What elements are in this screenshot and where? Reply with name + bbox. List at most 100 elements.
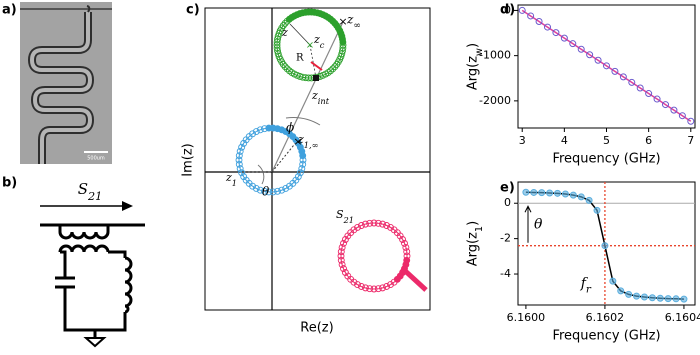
signal-label: S21 <box>78 180 103 203</box>
annotation: R <box>296 53 304 64</box>
ring-marker <box>354 223 361 231</box>
data-point <box>617 287 625 295</box>
data-point <box>672 295 680 303</box>
ring-marker <box>261 187 268 195</box>
data-point <box>601 242 609 250</box>
ring-marker <box>296 169 304 177</box>
y-axis-label: Arg(z1) <box>466 221 485 266</box>
ring-marker <box>238 143 246 151</box>
annotation: z1 <box>225 171 237 188</box>
data-point <box>619 73 627 81</box>
ring-marker <box>235 156 243 164</box>
annotation: z∞ <box>346 13 361 31</box>
chart: d) 3 4 5 6 7 0 -1000 -2000 Frequency (GHz) Arg(zw) <box>466 3 696 167</box>
data-point <box>561 190 569 198</box>
data-point <box>662 101 669 109</box>
ring-marker <box>396 232 404 240</box>
ring-marker <box>299 160 307 168</box>
data-point <box>538 189 546 197</box>
circuit <box>40 201 145 348</box>
ring-marker <box>362 284 369 292</box>
ring-marker <box>337 252 345 260</box>
ring-marker <box>331 63 339 71</box>
ring-marker <box>366 219 374 227</box>
ring-marker <box>387 223 394 231</box>
ring-marker <box>339 38 347 46</box>
ring-marker <box>366 285 374 293</box>
ring-marker <box>354 281 361 289</box>
data-point <box>680 295 688 303</box>
data-point <box>569 191 577 199</box>
ring-marker <box>362 220 369 228</box>
data-point <box>546 189 554 197</box>
ring-marker <box>338 261 346 268</box>
ring-marker <box>281 63 289 71</box>
ring-marker <box>333 60 341 68</box>
x-tick-label: 6 <box>645 134 652 147</box>
panel-label: e) <box>500 181 515 196</box>
data-point <box>628 78 636 86</box>
annotation: zint <box>311 89 330 106</box>
ring-marker <box>252 184 260 192</box>
x-tick-label: 6.1604 <box>665 311 700 324</box>
ring-marker <box>265 188 273 196</box>
ring-marker <box>236 147 244 155</box>
ring-marker <box>252 128 260 136</box>
x-tick-label: 3 <box>519 134 526 147</box>
ring-marker <box>374 219 382 227</box>
ring-marker <box>383 283 391 290</box>
y-tick-label: -4 <box>500 267 511 280</box>
ring-marker <box>329 65 337 73</box>
data-point <box>609 277 617 285</box>
cross: × <box>338 15 347 28</box>
y-tick-label: -2000 <box>479 94 511 107</box>
ring-marker <box>340 239 347 247</box>
ring-marker <box>340 265 347 273</box>
ring-marker <box>256 186 264 194</box>
data-point <box>527 12 535 20</box>
x-tick-label: 6.1602 <box>586 311 625 324</box>
data-point <box>577 45 585 53</box>
ring-marker <box>235 152 243 160</box>
ring-marker <box>338 244 346 251</box>
data-point <box>656 294 664 302</box>
series-line <box>521 9 692 122</box>
data-point <box>664 295 672 303</box>
annotation-arrowhead <box>524 205 532 213</box>
ring-marker <box>278 186 286 194</box>
ring-marker <box>401 239 408 247</box>
ring-marker <box>337 248 345 256</box>
ring-marker <box>274 187 281 195</box>
ring-marker <box>337 256 345 264</box>
ring-marker <box>286 182 293 190</box>
ring-marker <box>383 222 391 229</box>
panel-label: a) <box>2 3 17 18</box>
panel-label: c) <box>186 3 200 18</box>
ring-marker <box>240 173 248 181</box>
data-point <box>640 293 648 301</box>
ring-marker <box>403 248 411 256</box>
ring-marker <box>298 165 306 173</box>
ring-marker <box>379 284 386 292</box>
data-point <box>594 56 602 64</box>
data-point <box>611 67 619 75</box>
ring-tail <box>400 266 428 292</box>
ring-marker <box>285 67 293 75</box>
x-tick-label: 4 <box>561 134 568 147</box>
data-point <box>535 18 543 26</box>
micrograph <box>20 2 112 164</box>
ring-marker <box>350 226 358 234</box>
ring-marker <box>269 188 277 196</box>
x-axis-label: Re(z) <box>300 321 333 336</box>
ring-marker <box>379 220 386 228</box>
ring-marker <box>236 165 244 173</box>
annotation: ϕ <box>286 121 294 135</box>
annotation: θ <box>534 216 543 232</box>
ring-marker <box>344 272 352 280</box>
data-point <box>569 40 577 48</box>
ring-marker <box>279 22 287 30</box>
data-point <box>544 23 551 31</box>
x-tick-label: 6.1600 <box>507 311 546 324</box>
ring-marker <box>282 184 290 192</box>
